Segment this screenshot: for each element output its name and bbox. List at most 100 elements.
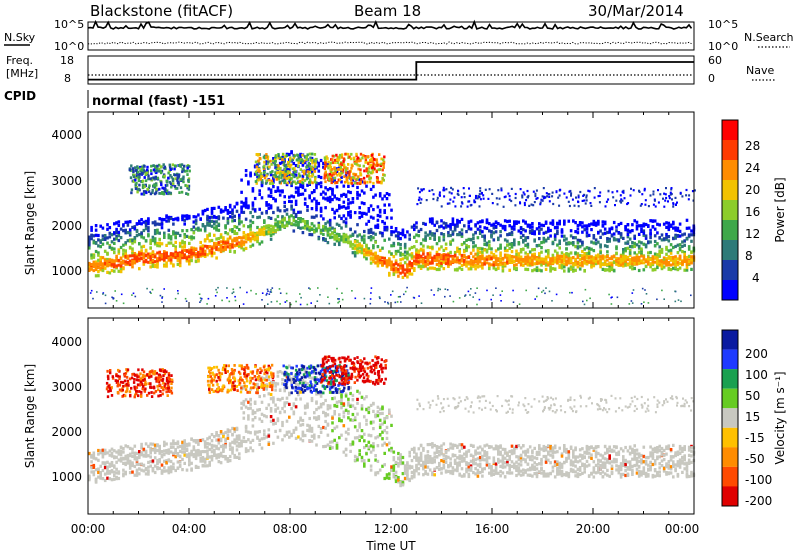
power-cell: [283, 164, 287, 167]
velocity-cell: [94, 468, 98, 472]
power-cell: [260, 211, 264, 215]
power-cell: [397, 232, 400, 236]
power-cell: [275, 178, 278, 181]
power-cell: [485, 261, 489, 265]
power-cell: [323, 156, 327, 160]
power-cell: [226, 245, 230, 249]
power-cell: [258, 207, 261, 211]
power-cell: [521, 194, 524, 197]
power-cell: [265, 232, 268, 236]
power-cell: [615, 252, 618, 256]
power-cell: [399, 253, 402, 257]
power-cell: [244, 233, 248, 237]
power-cell: [263, 220, 266, 224]
power-cell: [126, 220, 130, 224]
power-cell: [513, 260, 516, 263]
power-cell: [626, 258, 630, 262]
power-cell: [492, 226, 496, 230]
power-cell: [587, 233, 591, 237]
power-cell: [262, 155, 266, 159]
power-cell: [337, 298, 339, 300]
power-cell: [640, 241, 643, 245]
power-cell: [162, 163, 165, 167]
power-cell: [394, 270, 398, 274]
power-cell: [267, 227, 271, 231]
power-cell: [199, 249, 202, 253]
power-cell: [338, 300, 341, 303]
power-cell: [94, 228, 98, 232]
power-cell: [333, 179, 336, 183]
power-cell: [232, 291, 235, 293]
power-cell: [428, 217, 432, 221]
power-cell: [508, 224, 511, 228]
power-cell: [371, 170, 375, 174]
power-cell: [685, 194, 688, 197]
power-cell: [169, 191, 172, 195]
velocity-cell: [147, 469, 150, 473]
power-cell: [488, 262, 491, 266]
power-cell: [310, 302, 312, 304]
power-cell: [132, 292, 135, 295]
power-cell: [319, 158, 323, 163]
power-cell: [551, 259, 555, 263]
power-cell: [667, 256, 671, 260]
power-cell: [303, 224, 307, 228]
power-cell: [468, 200, 471, 203]
power-cell: [510, 232, 514, 237]
power-cell: [592, 219, 596, 223]
power-cell: [203, 229, 207, 233]
power-cell: [263, 227, 266, 231]
power-cell: [565, 196, 568, 199]
power-cell: [619, 263, 623, 267]
power-cell: [540, 198, 543, 201]
power-cell: [422, 252, 425, 256]
power-cell: [408, 262, 411, 266]
power-cell: [115, 254, 118, 258]
power-cell: [558, 254, 561, 258]
power-cell: [119, 260, 123, 264]
power-cell: [347, 198, 350, 202]
power-cell: [274, 160, 277, 163]
power-cell: [273, 175, 276, 179]
power-cell: [260, 196, 264, 200]
power-cell: [158, 250, 161, 254]
velocity-cell: [124, 454, 127, 458]
power-cell: [131, 294, 133, 296]
power-cell: [143, 176, 146, 179]
power-cell: [619, 200, 622, 203]
power-cell: [426, 256, 430, 260]
power-cell: [524, 258, 527, 262]
power-cell: [181, 253, 184, 257]
power-cell: [201, 252, 205, 256]
power-cell: [490, 223, 493, 227]
power-cell: [413, 262, 416, 266]
power-cell: [478, 195, 481, 198]
power-cell: [194, 252, 198, 256]
power-cell: [156, 265, 159, 269]
power-cell: [517, 255, 521, 259]
power-cell: [465, 238, 468, 242]
velocity-cell: [103, 466, 107, 470]
power-cell: [581, 241, 584, 245]
power-cell: [192, 215, 196, 219]
velocity-cell: [108, 453, 112, 457]
power-cell: [333, 161, 337, 164]
power-cell: [635, 259, 639, 263]
power-cell: [284, 169, 287, 173]
power-cell: [228, 228, 232, 232]
power-cell: [615, 256, 618, 260]
power-cell: [481, 257, 484, 261]
power-cell: [519, 235, 523, 239]
power-cell: [160, 192, 163, 195]
power-cell: [663, 205, 666, 208]
power-cell: [128, 231, 132, 235]
power-cell: [169, 252, 173, 256]
power-cell: [428, 251, 432, 255]
power-cell: [556, 222, 559, 226]
power-cell: [334, 169, 337, 172]
power-cell: [392, 244, 396, 248]
power-cell: [214, 295, 217, 297]
power-cell: [290, 200, 293, 204]
freq-tick-bottom: 8: [64, 72, 71, 85]
velocity-cell: [140, 451, 143, 455]
